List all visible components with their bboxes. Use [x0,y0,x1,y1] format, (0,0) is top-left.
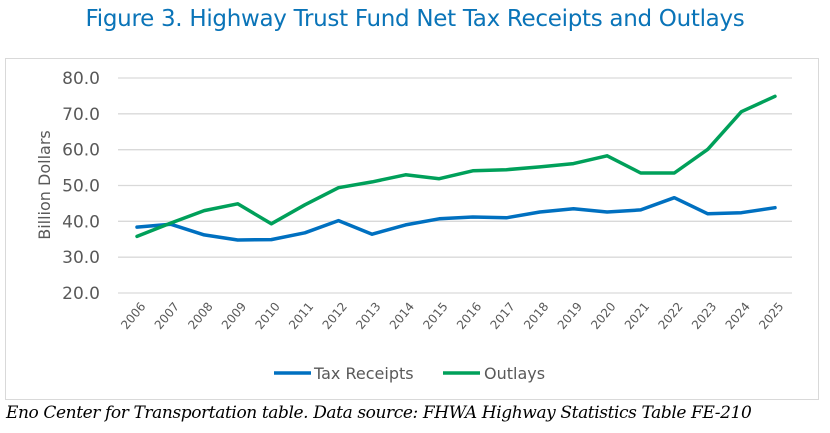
series-line-tax-receipts [135,195,777,242]
y-tick-label: 70.0 [62,105,100,125]
x-tick-label: 2009 [219,300,249,332]
x-tick-label: 2020 [588,300,618,332]
y-tick-label: 80.0 [62,69,100,89]
x-tick-label: 2021 [622,300,652,332]
source-footer: Eno Center for Transportation table. Dat… [6,403,752,423]
x-tick-label: 2016 [454,300,484,332]
x-tick-label: 2024 [723,300,753,332]
x-tick-label: 2008 [185,300,215,332]
x-tick-label: 2011 [286,300,316,332]
chart-frame [5,58,819,400]
x-tick-label: 2023 [689,300,719,332]
x-tick-label: 2014 [387,300,417,332]
y-axis-ticks: 80.0 70.0 60.0 50.0 40.0 30.0 20.0 [62,69,100,304]
legend-item-tax-receipts: Tax Receipts [274,364,414,383]
y-tick-label: 40.0 [62,212,100,232]
x-tick-label: 2007 [152,300,182,332]
legend: Tax Receipts Outlays [274,364,545,383]
x-tick-label: 2013 [353,300,383,332]
y-axis-label: Billion Dollars [35,130,54,240]
x-tick-label: 2010 [252,300,282,332]
x-tick-label: 2025 [756,300,786,332]
chart-title: Figure 3. Highway Trust Fund Net Tax Rec… [85,6,745,32]
y-tick-label: 50.0 [62,177,100,197]
series-lines [135,94,777,242]
x-tick-label: 2006 [118,300,148,332]
series-line-outlays [135,94,777,239]
y-tick-label: 30.0 [62,248,100,268]
x-axis-ticks: 2006 2007 2008 2009 2010 2011 2012 2013 2014 2015… [118,300,786,332]
legend-label: Outlays [484,364,545,383]
x-tick-label: 2018 [521,300,551,332]
x-tick-label: 2022 [655,300,685,332]
x-tick-label: 2019 [555,300,585,332]
x-tick-label: 2017 [488,300,518,332]
legend-item-outlays: Outlays [443,364,545,383]
gridlines [118,77,792,294]
x-tick-label: 2012 [320,300,350,332]
y-tick-label: 60.0 [62,141,100,161]
x-tick-label: 2015 [420,300,450,332]
legend-label: Tax Receipts [313,364,414,383]
y-tick-label: 20.0 [62,284,100,304]
